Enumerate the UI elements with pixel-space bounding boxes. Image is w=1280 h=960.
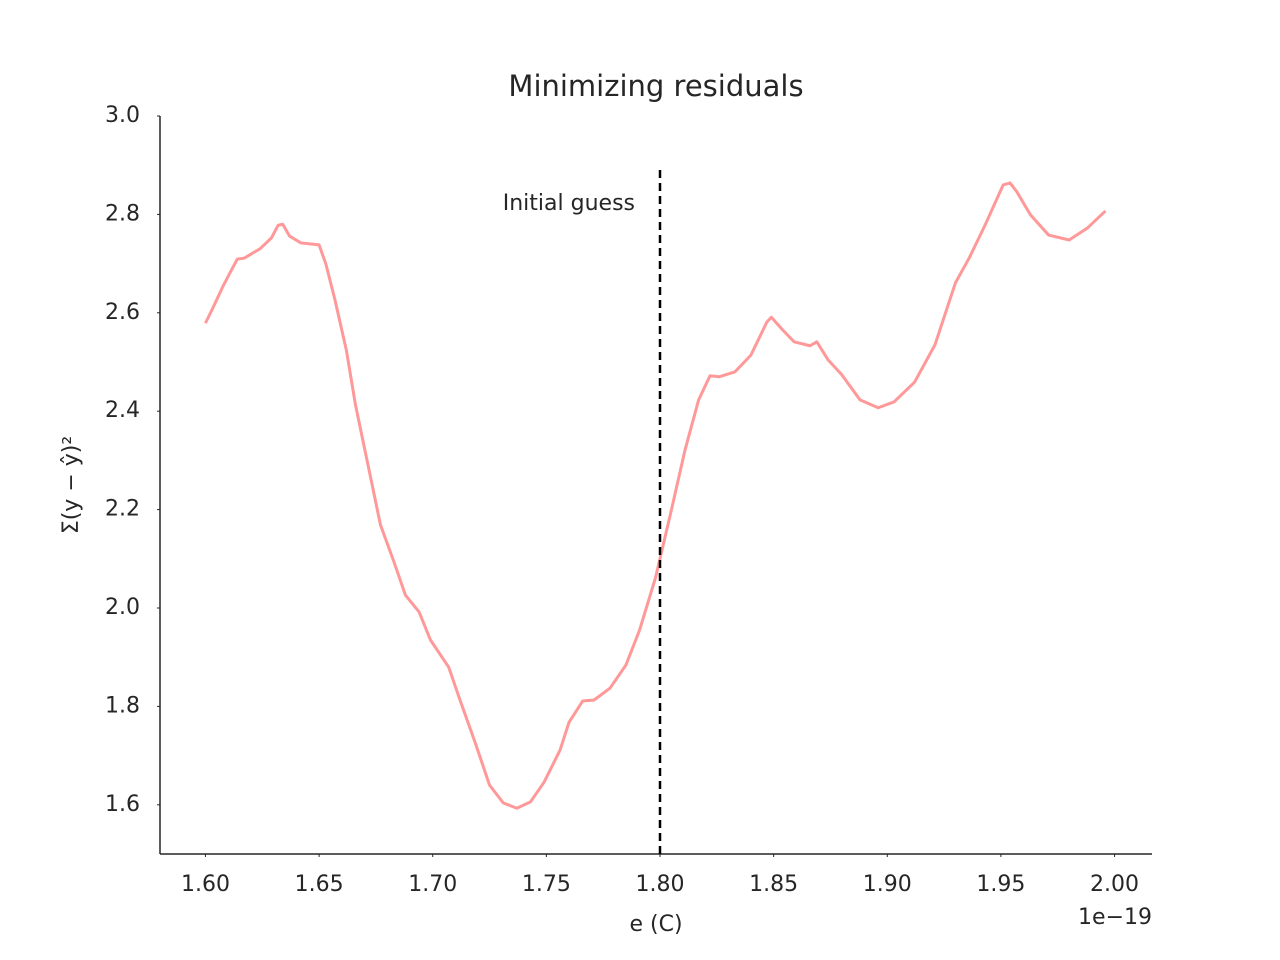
x-tick-label: 1.80 — [636, 872, 685, 897]
x-tick-label: 1.60 — [181, 872, 230, 897]
y-tick-label: 2.6 — [105, 300, 140, 325]
y-tick-label: 2.0 — [105, 595, 140, 620]
x-tick-label: 1.75 — [522, 872, 571, 897]
x-tick-label: 1.85 — [749, 872, 798, 897]
x-tick-label: 2.00 — [1090, 872, 1139, 897]
y-tick-label: 2.8 — [105, 201, 140, 226]
y-tick-label: 1.8 — [105, 693, 140, 718]
x-tick-label: 1.65 — [295, 872, 344, 897]
y-tick-label: 3.0 — [105, 103, 140, 128]
annotation: Initial guess — [503, 191, 635, 216]
x-axis-label: e (C) — [629, 912, 682, 937]
x-tick-label: 1.90 — [863, 872, 912, 897]
y-tick-label: 2.2 — [105, 497, 140, 522]
y-tick-label: 2.4 — [105, 398, 140, 423]
x-offset-label: 1e−19 — [1078, 905, 1152, 930]
x-tick-label: 1.95 — [976, 872, 1025, 897]
y-tick-label: 1.6 — [105, 792, 140, 817]
data-line — [204, 181, 1107, 810]
y-axis-label: Σ(y − ŷ)² — [59, 436, 84, 534]
chart-title: Minimizing residuals — [508, 69, 803, 103]
x-tick-label: 1.70 — [408, 872, 457, 897]
